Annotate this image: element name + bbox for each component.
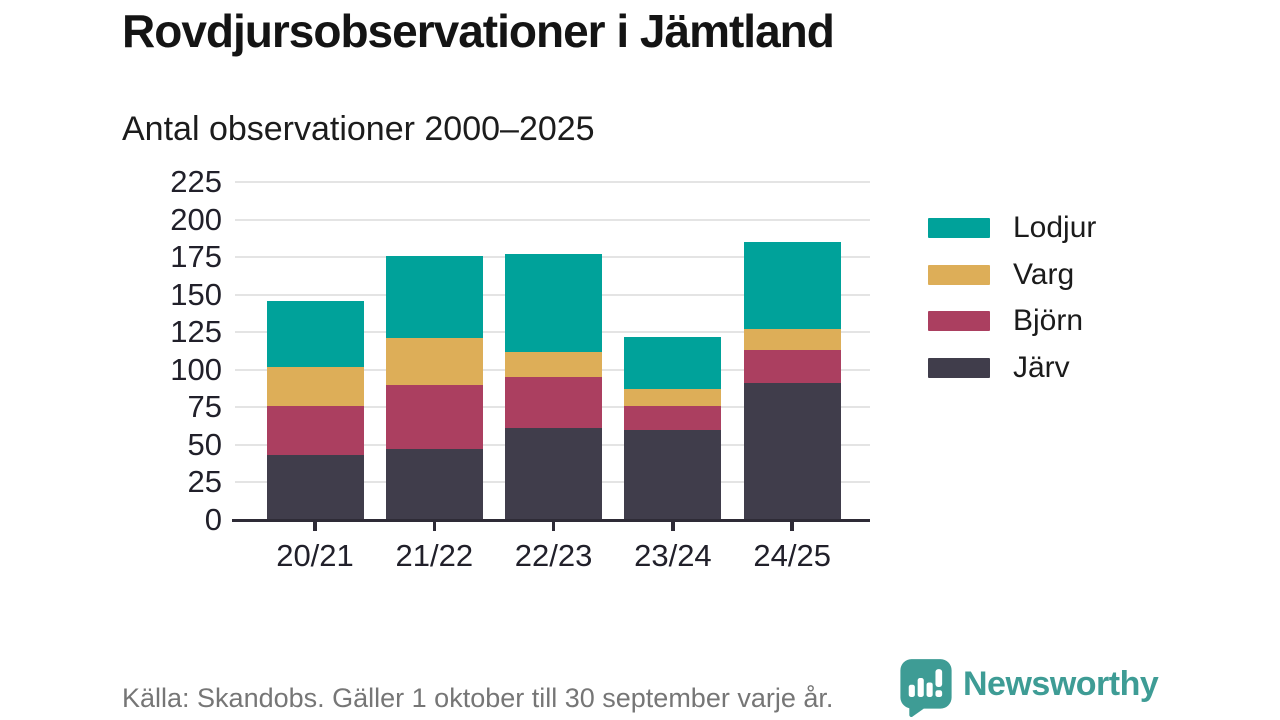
bar-23/24	[624, 336, 722, 520]
legend-item-järv: Järv	[928, 351, 1096, 385]
newsworthy-logo: Newsworthy	[898, 658, 1159, 717]
x-label-23/24: 23/24	[634, 538, 712, 573]
chart-subtitle: Antal observationer 2000–2025	[122, 110, 595, 148]
x-tick-20/21	[313, 522, 317, 531]
bar-segment-järv-23/24	[624, 429, 722, 520]
x-tick-23/24	[671, 522, 675, 531]
bar-segment-varg-22/23	[505, 351, 603, 378]
gridline-225	[235, 181, 870, 183]
source-note: Källa: Skandobs. Gäller 1 oktober till 3…	[122, 683, 834, 713]
legend-item-björn: Björn	[928, 304, 1096, 338]
y-label-100: 100	[170, 351, 222, 387]
x-tick-21/22	[432, 522, 437, 531]
bar-segment-lodjur-22/23	[505, 254, 603, 352]
x-axis-line	[232, 518, 870, 522]
bar-segment-järv-20/21	[266, 455, 364, 520]
page-title: Rovdjursobservationer i Jämtland	[122, 5, 835, 57]
x-label-22/23: 22/23	[514, 538, 593, 573]
x-label-21/22: 21/22	[395, 538, 474, 573]
y-label-25: 25	[187, 464, 222, 500]
bar-segment-järv-21/22	[385, 449, 483, 520]
y-label-125: 125	[170, 314, 222, 350]
bar-21/22	[385, 255, 483, 520]
bar-24/25	[743, 242, 841, 520]
legend-label-björn: Björn	[1013, 304, 1084, 338]
legend-swatch-lodjur	[928, 218, 990, 238]
legend-swatch-björn	[928, 311, 990, 332]
y-label-75: 75	[187, 389, 222, 425]
bar-segment-lodjur-24/25	[743, 242, 841, 330]
newsworthy-logo-icon	[900, 659, 952, 717]
x-tick-24/25	[790, 522, 794, 531]
x-label-24/25: 24/25	[753, 538, 831, 573]
bar-segment-björn-20/21	[266, 405, 364, 456]
legend-item-varg: Varg	[928, 257, 1096, 291]
bar-segment-björn-24/25	[743, 350, 841, 384]
plot-area: 20/21 21/22 22/23 23/24 24/25	[232, 181, 870, 573]
y-label-200: 200	[170, 201, 222, 237]
bar-segment-varg-21/22	[385, 338, 483, 385]
bar-segment-björn-23/24	[624, 405, 722, 430]
legend-label-varg: Varg	[1013, 257, 1075, 291]
x-tick-22/23	[551, 522, 556, 531]
bar-segment-varg-23/24	[624, 389, 722, 406]
y-axis: 0 25 50 75 100 125 150 175 200 225	[90, 164, 222, 537]
bar-segment-lodjur-20/21	[266, 300, 364, 367]
bar-segment-lodjur-23/24	[624, 336, 722, 390]
bar-segment-lodjur-21/22	[385, 255, 483, 339]
legend-swatch-järv	[928, 358, 990, 379]
legend-label-lodjur: Lodjur	[1013, 211, 1097, 244]
bar-segment-järv-22/23	[505, 428, 603, 520]
y-label-225: 225	[170, 164, 222, 199]
bar-segment-järv-24/25	[743, 383, 841, 520]
bar-segment-varg-24/25	[743, 329, 841, 351]
legend-item-lodjur: Lodjur	[928, 211, 1097, 244]
y-label-0: 0	[204, 502, 222, 537]
bar-20/21	[266, 300, 364, 520]
y-label-150: 150	[170, 276, 222, 312]
legend-swatch-varg	[928, 264, 990, 285]
y-label-50: 50	[187, 426, 222, 462]
bar-segment-björn-22/23	[505, 377, 603, 429]
bar-segment-varg-20/21	[266, 366, 364, 406]
y-label-175: 175	[170, 239, 222, 275]
legend-label-järv: Järv	[1013, 351, 1070, 385]
bar-segment-björn-21/22	[385, 384, 483, 450]
newsworthy-wordmark: Newsworthy	[963, 665, 1159, 703]
legend: Lodjur Varg Björn Järv	[928, 211, 1097, 401]
bar-22/23	[505, 254, 603, 520]
gridline-200	[235, 218, 870, 221]
x-label-20/21: 20/21	[276, 538, 354, 573]
